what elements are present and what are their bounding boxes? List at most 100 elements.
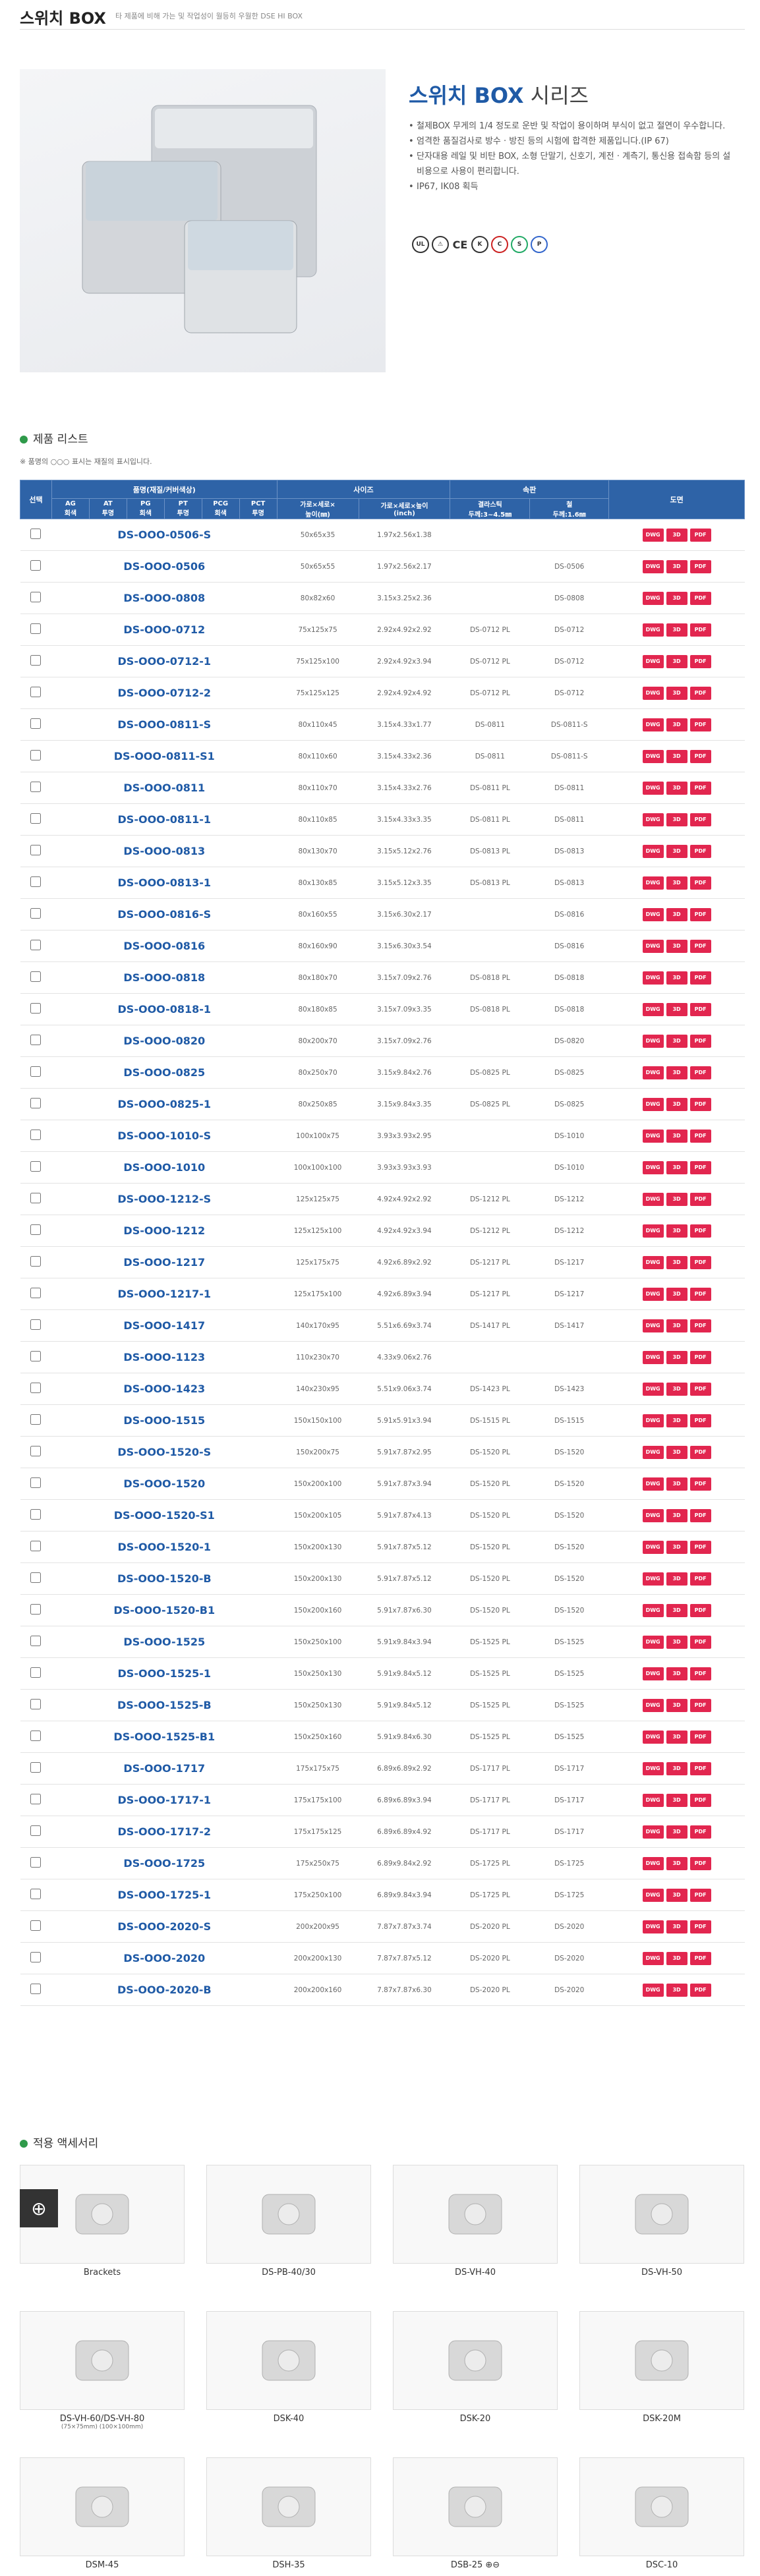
- 3d-button[interactable]: 3D: [666, 1192, 687, 1206]
- 3d-button[interactable]: 3D: [666, 1414, 687, 1427]
- 3d-button[interactable]: 3D: [666, 1983, 687, 1997]
- row-select[interactable]: [20, 1468, 52, 1500]
- dwg-button[interactable]: DWG: [642, 718, 664, 731]
- pdf-button[interactable]: PDF: [689, 1983, 711, 1997]
- product-code[interactable]: DS-OOO-2020-S: [51, 1910, 278, 1943]
- row-checkbox[interactable]: [30, 1984, 42, 1994]
- row-checkbox[interactable]: [30, 655, 42, 666]
- row-checkbox[interactable]: [30, 1224, 42, 1235]
- row-checkbox[interactable]: [30, 1193, 42, 1203]
- row-checkbox[interactable]: [30, 623, 42, 634]
- product-code[interactable]: DS-OOO-0820: [51, 1025, 278, 1057]
- 3d-button[interactable]: 3D: [666, 623, 687, 637]
- row-checkbox[interactable]: [30, 1952, 42, 1962]
- product-code[interactable]: DS-OOO-0818: [51, 961, 278, 994]
- product-code[interactable]: DS-OOO-1525-1: [51, 1657, 278, 1690]
- 3d-button[interactable]: 3D: [666, 1761, 687, 1775]
- pdf-button[interactable]: PDF: [689, 907, 711, 921]
- accessory-item[interactable]: Brackets: [20, 2165, 185, 2283]
- row-checkbox[interactable]: [30, 1541, 42, 1551]
- 3d-button[interactable]: 3D: [666, 1667, 687, 1680]
- pdf-button[interactable]: PDF: [689, 749, 711, 763]
- dwg-button[interactable]: DWG: [642, 1129, 664, 1143]
- dwg-button[interactable]: DWG: [642, 1730, 664, 1744]
- row-select[interactable]: [20, 1626, 52, 1658]
- product-code[interactable]: DS-OOO-0825: [51, 1056, 278, 1089]
- row-select[interactable]: [20, 1056, 52, 1089]
- 3d-button[interactable]: 3D: [666, 1319, 687, 1332]
- accessory-image[interactable]: [579, 2311, 744, 2410]
- row-select[interactable]: [20, 1942, 52, 1974]
- row-select[interactable]: [20, 1215, 52, 1247]
- pdf-button[interactable]: PDF: [689, 1477, 711, 1491]
- product-code[interactable]: DS-OOO-0813-1: [51, 867, 278, 899]
- pdf-button[interactable]: PDF: [689, 623, 711, 637]
- dwg-button[interactable]: DWG: [642, 1920, 664, 1933]
- dwg-button[interactable]: DWG: [642, 1319, 664, 1332]
- row-select[interactable]: [20, 708, 52, 741]
- row-select[interactable]: [20, 1120, 52, 1152]
- pdf-button[interactable]: PDF: [689, 559, 711, 573]
- pdf-button[interactable]: PDF: [689, 1888, 711, 1902]
- pdf-button[interactable]: PDF: [689, 844, 711, 858]
- pdf-button[interactable]: PDF: [689, 1540, 711, 1554]
- row-checkbox[interactable]: [30, 1130, 42, 1140]
- row-checkbox[interactable]: [30, 876, 42, 887]
- row-select[interactable]: [20, 1278, 52, 1310]
- dwg-button[interactable]: DWG: [642, 1667, 664, 1680]
- product-code[interactable]: DS-OOO-1725-1: [51, 1879, 278, 1911]
- dwg-button[interactable]: DWG: [642, 1888, 664, 1902]
- product-code[interactable]: DS-OOO-1525-B1: [51, 1721, 278, 1753]
- dwg-button[interactable]: DWG: [642, 1192, 664, 1206]
- 3d-button[interactable]: 3D: [666, 1066, 687, 1079]
- row-select[interactable]: [20, 993, 52, 1025]
- accessory-item[interactable]: DSC-10: [579, 2457, 744, 2576]
- dwg-button[interactable]: DWG: [642, 907, 664, 921]
- row-select[interactable]: [20, 867, 52, 899]
- row-checkbox[interactable]: [30, 529, 42, 539]
- row-select[interactable]: [20, 550, 52, 583]
- 3d-button[interactable]: 3D: [666, 1540, 687, 1554]
- row-select[interactable]: [20, 1816, 52, 1848]
- product-code[interactable]: DS-OOO-1525-B: [51, 1689, 278, 1721]
- 3d-button[interactable]: 3D: [666, 1160, 687, 1174]
- 3d-button[interactable]: 3D: [666, 1097, 687, 1111]
- pdf-button[interactable]: PDF: [689, 1192, 711, 1206]
- row-checkbox[interactable]: [30, 1667, 42, 1678]
- row-select[interactable]: [20, 1341, 52, 1373]
- accessory-item[interactable]: DSK-20M: [579, 2311, 744, 2430]
- 3d-button[interactable]: 3D: [666, 1888, 687, 1902]
- dwg-button[interactable]: DWG: [642, 1540, 664, 1554]
- dwg-button[interactable]: DWG: [642, 1255, 664, 1269]
- product-code[interactable]: DS-OOO-1217-1: [51, 1278, 278, 1310]
- dwg-button[interactable]: DWG: [642, 1825, 664, 1839]
- pdf-button[interactable]: PDF: [689, 781, 711, 795]
- dwg-button[interactable]: DWG: [642, 1477, 664, 1491]
- row-checkbox[interactable]: [30, 1446, 42, 1456]
- 3d-button[interactable]: 3D: [666, 1255, 687, 1269]
- product-code[interactable]: DS-OOO-0811-S: [51, 708, 278, 741]
- dwg-button[interactable]: DWG: [642, 1445, 664, 1459]
- product-code[interactable]: DS-OOO-1010: [51, 1151, 278, 1184]
- 3d-button[interactable]: 3D: [666, 813, 687, 826]
- pdf-button[interactable]: PDF: [689, 813, 711, 826]
- row-select[interactable]: [20, 614, 52, 646]
- 3d-button[interactable]: 3D: [666, 1382, 687, 1396]
- row-checkbox[interactable]: [30, 1920, 42, 1931]
- pdf-button[interactable]: PDF: [689, 1066, 711, 1079]
- row-select[interactable]: [20, 1088, 52, 1120]
- pdf-button[interactable]: PDF: [689, 1603, 711, 1617]
- row-checkbox[interactable]: [30, 1857, 42, 1868]
- pdf-button[interactable]: PDF: [689, 1793, 711, 1807]
- pdf-button[interactable]: PDF: [689, 1034, 711, 1048]
- 3d-button[interactable]: 3D: [666, 1572, 687, 1586]
- 3d-button[interactable]: 3D: [666, 1920, 687, 1933]
- row-select[interactable]: [20, 1594, 52, 1626]
- dwg-button[interactable]: DWG: [642, 1350, 664, 1364]
- row-checkbox[interactable]: [30, 1825, 42, 1836]
- row-select[interactable]: [20, 1151, 52, 1184]
- row-select[interactable]: [20, 1309, 52, 1342]
- row-checkbox[interactable]: [30, 1572, 42, 1583]
- accessory-item[interactable]: DSK-20: [393, 2311, 558, 2430]
- product-code[interactable]: DS-OOO-0712-1: [51, 645, 278, 677]
